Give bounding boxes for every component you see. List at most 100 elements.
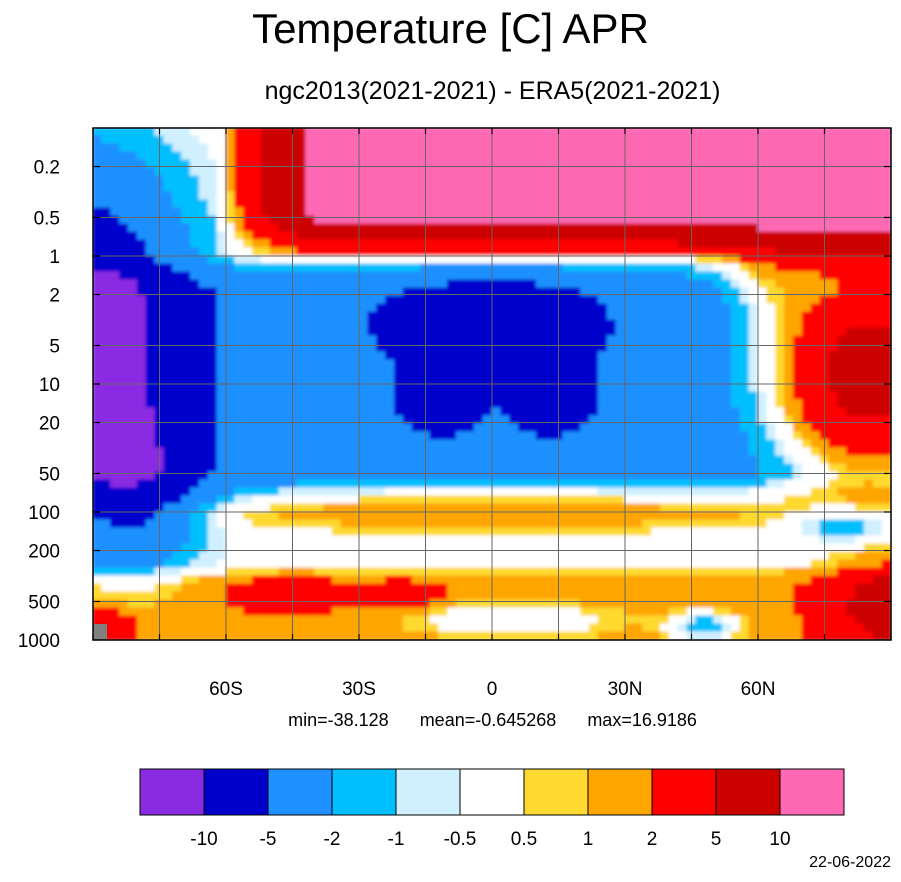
field-cell: [181, 375, 192, 385]
field-cell: [376, 231, 387, 241]
field-cell: [863, 159, 874, 169]
field-cell: [757, 207, 768, 217]
field-cell: [792, 495, 803, 505]
field-cell: [757, 359, 768, 369]
field-cell: [367, 239, 378, 249]
field-cell: [367, 495, 378, 505]
field-cell: [438, 343, 449, 353]
field-cell: [438, 319, 449, 329]
field-cell: [792, 247, 803, 257]
field-cell: [792, 215, 803, 225]
field-cell: [668, 415, 679, 425]
field-cell: [526, 135, 537, 145]
field-cell: [801, 519, 812, 529]
field-cell: [473, 199, 484, 209]
field-cell: [526, 255, 537, 265]
field-cell: [801, 463, 812, 473]
field-cell: [340, 183, 351, 193]
field-cell: [526, 543, 537, 553]
field-cell: [207, 271, 218, 281]
field-cell: [713, 399, 724, 409]
field-cell: [846, 359, 857, 369]
field-cell: [340, 495, 351, 505]
field-cell: [234, 128, 245, 137]
field-cell: [562, 495, 573, 505]
field-cell: [127, 463, 138, 473]
field-cell: [704, 375, 715, 385]
field-cell: [535, 128, 546, 137]
field-cell: [863, 279, 874, 289]
field-cell: [296, 287, 307, 297]
field-cell: [633, 351, 644, 361]
field-cell: [872, 175, 883, 185]
field-cell: [278, 207, 289, 217]
field-cell: [252, 471, 262, 481]
field-cell: [127, 375, 138, 385]
field-cell: [580, 183, 591, 193]
field-cell: [181, 383, 192, 393]
field-cell: [589, 303, 599, 313]
field-cell: [119, 463, 129, 473]
field-cell: [358, 431, 369, 441]
field-cell: [385, 263, 395, 273]
field-cell: [438, 391, 449, 401]
field-cell: [863, 167, 874, 177]
field-cell: [748, 439, 759, 449]
field-cell: [863, 543, 874, 553]
field-cell: [349, 303, 360, 313]
field-cell: [863, 431, 874, 441]
field-cell: [713, 263, 724, 273]
field-cell: [544, 375, 555, 385]
field-cell: [730, 128, 741, 137]
field-cell: [145, 167, 156, 177]
field-cell: [500, 375, 511, 385]
field-cell: [456, 447, 466, 457]
field-cell: [677, 551, 688, 561]
field-cell: [127, 431, 138, 441]
field-cell: [704, 463, 715, 473]
field-cell: [225, 383, 236, 393]
field-cell: [260, 535, 271, 545]
field-cell: [855, 223, 865, 233]
field-cell: [872, 423, 883, 433]
field-cell: [846, 279, 857, 289]
field-cell: [855, 447, 865, 457]
field-cell: [278, 439, 289, 449]
field-cell: [730, 223, 741, 233]
field-cell: [837, 335, 848, 345]
field-cell: [376, 143, 387, 153]
field-cell: [775, 135, 786, 145]
field-cell: [784, 175, 794, 185]
field-cell: [331, 223, 342, 233]
field-cell: [642, 295, 653, 305]
field-cell: [252, 407, 262, 417]
field-cell: [739, 391, 750, 401]
field-cell: [305, 335, 316, 345]
field-cell: [677, 311, 688, 321]
field-cell: [323, 271, 333, 281]
field-cell: [757, 399, 768, 409]
field-cell: [243, 479, 254, 489]
field-cell: [110, 351, 121, 361]
field-cell: [385, 399, 395, 409]
field-cell: [872, 223, 883, 233]
field-cell: [93, 519, 103, 529]
field-cell: [234, 455, 245, 465]
field-cell: [624, 559, 635, 569]
field-cell: [163, 399, 174, 409]
field-cell: [260, 375, 271, 385]
field-cell: [376, 399, 387, 409]
field-cell: [872, 495, 883, 505]
field-cell: [872, 535, 883, 545]
field-cell: [855, 143, 865, 153]
field-cell: [739, 263, 750, 273]
field-cell: [482, 159, 493, 169]
field-cell: [269, 543, 280, 553]
field-cell: [624, 391, 635, 401]
field-cell: [447, 343, 458, 353]
field-cell: [260, 559, 271, 569]
field-cell: [269, 231, 280, 241]
field-cell: [234, 559, 245, 569]
field-cell: [260, 447, 271, 457]
field-cell: [482, 535, 493, 545]
